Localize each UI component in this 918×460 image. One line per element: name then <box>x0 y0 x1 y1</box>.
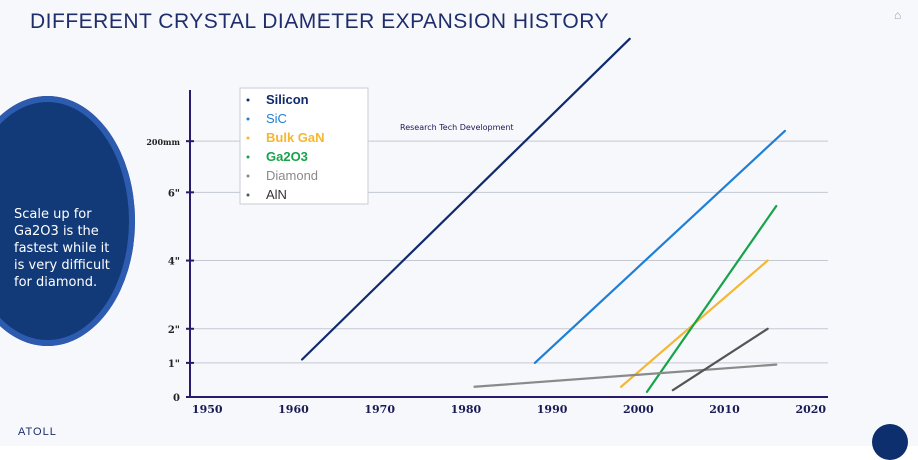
legend-label-5: AlN <box>266 187 287 202</box>
y-tick-label-3: 4" <box>168 257 180 268</box>
corner-icon: ⌂ <box>894 8 902 22</box>
x-tick-label-2: 1970 <box>364 403 395 416</box>
legend-box <box>239 87 369 205</box>
legend-label-4: Diamond <box>266 168 318 183</box>
y-tick-label-0: 0 <box>173 393 180 404</box>
legend-label-2: Bulk GaN <box>266 130 325 145</box>
x-tick-label-6: 2010 <box>709 403 740 416</box>
x-tick-label-7: 2020 <box>795 403 826 416</box>
series-line-diamond <box>473 363 778 388</box>
series-line-silicon <box>300 37 631 361</box>
legend-marker-4 <box>246 174 250 178</box>
legend-label-0: Silicon <box>266 92 309 107</box>
series-line-ga2o3 <box>645 204 778 393</box>
chart-annotation: Research Tech Development <box>400 123 514 132</box>
expansion-chart: 0 1" 2" 4" 6" 200mm 1950 1960 1970 1980 1990 2000 20… <box>146 37 828 416</box>
legend-label-1: SiC <box>266 111 287 126</box>
legend-label-3: Ga2O3 <box>266 149 308 164</box>
x-tick-label-4: 1990 <box>537 403 568 416</box>
callout-text: Scale up for Ga2O3 is the fastest while … <box>14 207 110 290</box>
legend-marker-2 <box>246 136 250 140</box>
y-tick-label-4: 6" <box>168 188 180 199</box>
legend-marker-5 <box>246 193 250 197</box>
series-line-aln <box>671 327 769 392</box>
footer-logo: ATOLL <box>18 426 57 438</box>
slide-title: DIFFERENT CRYSTAL DIAMETER EXPANSION HIS… <box>30 10 609 33</box>
legend-marker-1 <box>246 117 250 121</box>
y-tick-label-5: 200mm <box>146 137 180 147</box>
callout-circle <box>0 96 135 346</box>
x-tick-label-0: 1950 <box>192 403 223 416</box>
x-tick-label-1: 1960 <box>278 403 309 416</box>
nav-button[interactable] <box>872 424 908 460</box>
y-tick-label-1: 1" <box>168 359 180 370</box>
legend-marker-0 <box>246 98 250 102</box>
x-tick-label-3: 1980 <box>451 403 482 416</box>
series-line-sic <box>533 129 786 364</box>
x-tick-label-5: 2000 <box>623 403 654 416</box>
legend-marker-3 <box>246 155 250 159</box>
y-tick-label-2: 2" <box>168 325 180 336</box>
